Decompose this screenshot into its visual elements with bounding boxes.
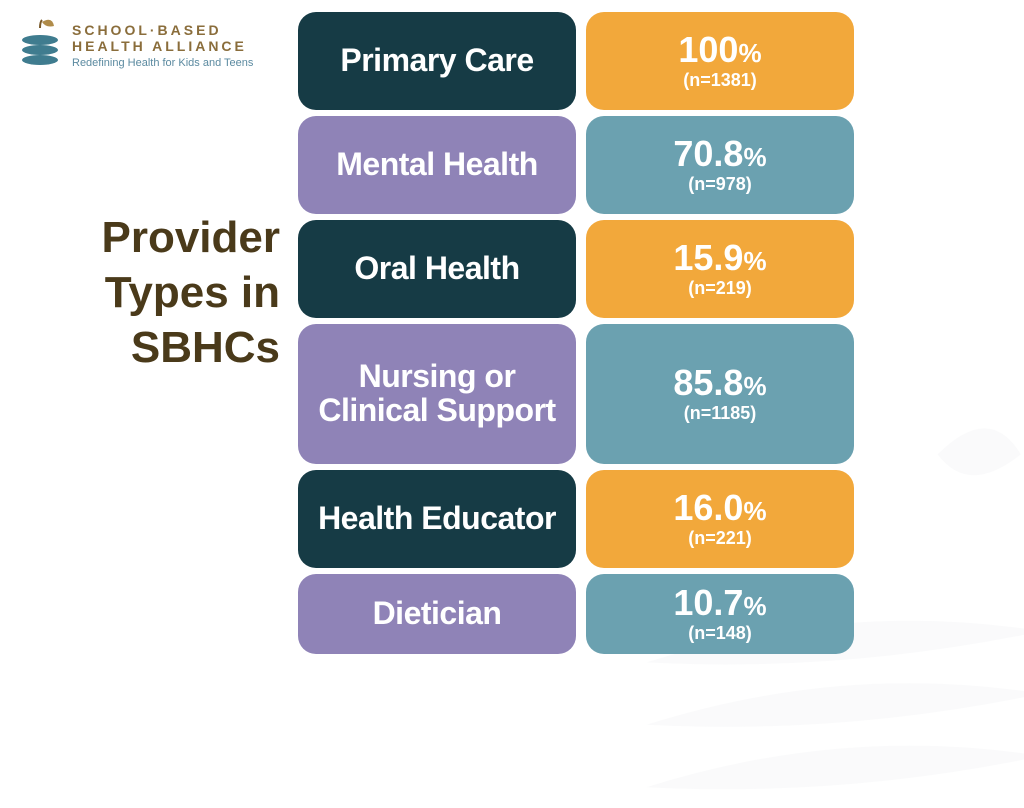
provider-type-label-text: Nursing or Clinical Support: [306, 360, 568, 427]
provider-type-label: Mental Health: [298, 116, 576, 214]
percentage-number: 16.0: [673, 487, 743, 528]
percentage-value: 10.7%: [673, 585, 766, 621]
table-row: Health Educator 16.0%(n=221): [298, 470, 854, 568]
provider-type-value: 70.8%(n=978): [586, 116, 854, 214]
percentage-number: 100: [678, 29, 738, 70]
logo-mark-icon: [18, 18, 62, 74]
provider-type-label-text: Oral Health: [354, 252, 519, 286]
org-logo: SCHOOL·BASED HEALTH ALLIANCE Redefining …: [18, 18, 253, 74]
sample-size: (n=219): [688, 278, 752, 299]
provider-type-label: Oral Health: [298, 220, 576, 318]
provider-type-label-text: Mental Health: [336, 148, 538, 182]
table-row: Oral Health 15.9%(n=219): [298, 220, 854, 318]
sample-size: (n=1381): [683, 70, 757, 91]
percentage-value: 15.9%: [673, 240, 766, 276]
percentage-number: 85.8: [673, 362, 743, 403]
provider-type-value: 15.9%(n=219): [586, 220, 854, 318]
sample-size: (n=978): [688, 174, 752, 195]
logo-text-line2: HEALTH ALLIANCE: [72, 38, 253, 55]
provider-type-label: Health Educator: [298, 470, 576, 568]
table-row: Primary Care 100%(n=1381): [298, 12, 854, 110]
percent-sign: %: [743, 371, 766, 401]
provider-types-table: Primary Care100%(n=1381)Mental Health70.…: [298, 12, 854, 654]
percent-sign: %: [743, 142, 766, 172]
percentage-value: 70.8%: [673, 136, 766, 172]
provider-type-value: 100%(n=1381): [586, 12, 854, 110]
provider-type-label-text: Dietician: [373, 597, 502, 631]
provider-type-value: 85.8%(n=1185): [586, 324, 854, 464]
percent-sign: %: [743, 496, 766, 526]
percent-sign: %: [738, 38, 761, 68]
sample-size: (n=1185): [684, 403, 757, 424]
provider-type-value: 16.0%(n=221): [586, 470, 854, 568]
percentage-value: 100%: [678, 32, 761, 68]
percentage-number: 15.9: [673, 237, 743, 278]
sample-size: (n=148): [688, 623, 752, 644]
percentage-number: 70.8: [673, 133, 743, 174]
provider-type-label-text: Primary Care: [340, 44, 533, 78]
provider-type-label: Primary Care: [298, 12, 576, 110]
provider-type-label-text: Health Educator: [318, 502, 556, 536]
slide-title: Provider Types in SBHCs: [40, 210, 280, 375]
provider-type-label: Nursing or Clinical Support: [298, 324, 576, 464]
sample-size: (n=221): [688, 528, 752, 549]
percentage-value: 16.0%: [673, 490, 766, 526]
percentage-value: 85.8%: [673, 365, 766, 401]
logo-tagline: Redefining Health for Kids and Teens: [72, 57, 253, 70]
percent-sign: %: [743, 246, 766, 276]
percentage-number: 10.7: [673, 582, 743, 623]
table-row: Dietician 10.7%(n=148): [298, 574, 854, 654]
logo-text-line1: SCHOOL·BASED: [72, 22, 253, 39]
percent-sign: %: [743, 591, 766, 621]
provider-type-value: 10.7%(n=148): [586, 574, 854, 654]
provider-type-label: Dietician: [298, 574, 576, 654]
table-row: Mental Health 70.8%(n=978): [298, 116, 854, 214]
table-row: Nursing or Clinical Support 85.8%(n=1185): [298, 324, 854, 464]
